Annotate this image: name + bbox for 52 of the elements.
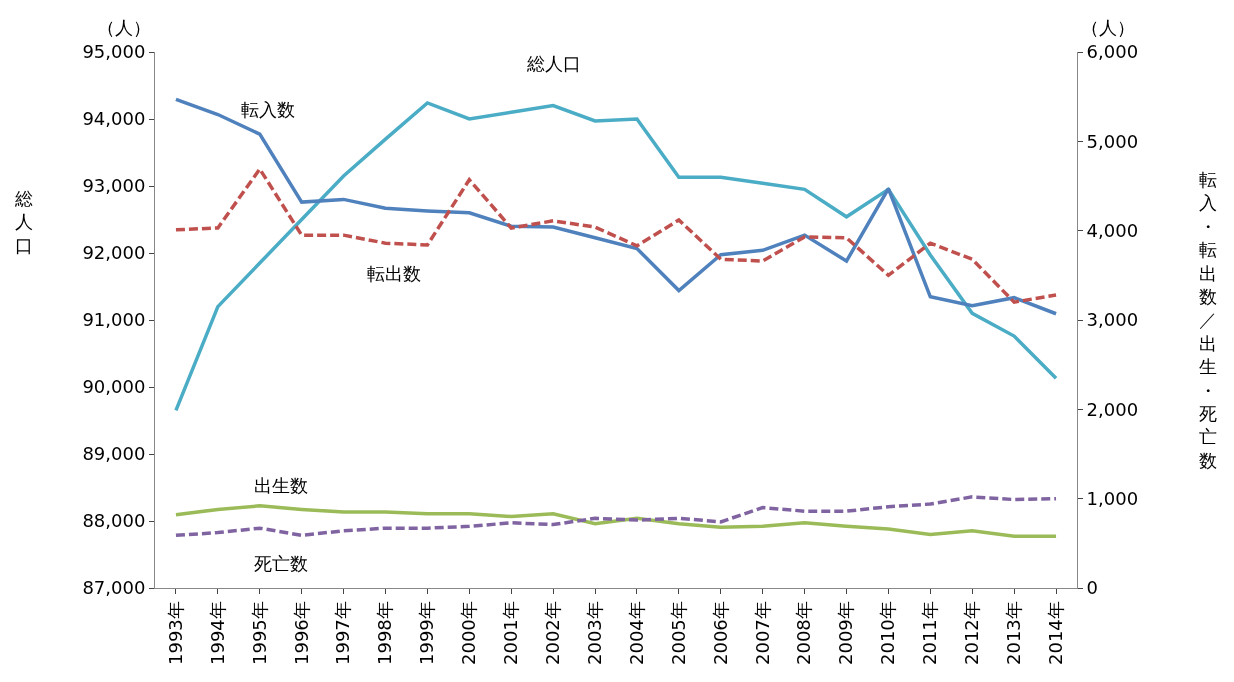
y-tick-label: 91,000 xyxy=(82,309,146,331)
y2-tick-label: 1,000 xyxy=(1086,487,1139,509)
series-label: 転入数 xyxy=(241,99,295,120)
x-tick-label: 1994年 xyxy=(206,601,228,666)
y-tick-label: 90,000 xyxy=(82,376,146,398)
y-tick-label: 92,000 xyxy=(82,242,146,264)
y2-tick-label: 4,000 xyxy=(1086,219,1139,241)
x-tick-label: 2001年 xyxy=(500,601,522,666)
y-tick-label: 93,000 xyxy=(82,175,146,197)
x-tick-label: 1997年 xyxy=(332,601,354,666)
x-tick-label: 2011年 xyxy=(919,601,941,666)
x-tick-label: 2004年 xyxy=(625,601,647,666)
y-tick-label: 89,000 xyxy=(82,443,146,465)
x-tick-label: 2009年 xyxy=(835,601,857,666)
x-tick-label: 2002年 xyxy=(541,601,563,666)
x-tick-label: 2005年 xyxy=(667,601,689,666)
series-label: 転出数 xyxy=(367,263,421,284)
x-tick-label: 1995年 xyxy=(248,601,270,666)
y2-tick-label: 5,000 xyxy=(1086,130,1139,152)
line-series xyxy=(174,495,1058,538)
line-series xyxy=(174,167,1058,304)
x-tick-label: 2010年 xyxy=(877,601,899,666)
y-axis-title: 総人口 xyxy=(14,188,33,256)
line-series xyxy=(174,101,1058,413)
x-tick-label: 2008年 xyxy=(793,601,815,666)
x-tick-label: 1999年 xyxy=(416,601,438,666)
y2-tick-label: 6,000 xyxy=(1086,41,1139,63)
x-tick-label: 2014年 xyxy=(1044,601,1066,666)
y-tick-label: 94,000 xyxy=(82,108,146,130)
x-tick-label: 2006年 xyxy=(709,601,731,666)
x-tick-label: 2013年 xyxy=(1002,601,1024,666)
x-tick-label: 2000年 xyxy=(458,601,480,666)
line-series xyxy=(174,97,1058,316)
series-label: 出生数 xyxy=(254,475,308,496)
series-label: 死亡数 xyxy=(254,553,308,574)
y-tick-label: 88,000 xyxy=(82,510,146,532)
y2-tick-label: 2,000 xyxy=(1086,398,1139,420)
text: 転入・転出数／出生・死亡数 xyxy=(1199,169,1217,471)
y2-tick-label: 0 xyxy=(1086,577,1099,599)
text: （人） xyxy=(97,17,151,38)
x-tick-label: 2012年 xyxy=(961,601,983,666)
x-tick-label: 1998年 xyxy=(374,601,396,666)
line-series xyxy=(174,504,1058,538)
x-tick-label: 2003年 xyxy=(583,601,605,666)
x-tick-label: 2007年 xyxy=(751,601,773,666)
x-tick-label: 1993年 xyxy=(164,601,186,666)
x-tick-label: 1996年 xyxy=(290,601,312,666)
series-label: 総人口 xyxy=(526,53,581,74)
text: （人） xyxy=(1081,17,1135,38)
y2-tick-label: 3,000 xyxy=(1086,309,1139,331)
y-tick-label: 87,000 xyxy=(82,577,146,599)
y-tick-label: 95,000 xyxy=(82,41,146,63)
